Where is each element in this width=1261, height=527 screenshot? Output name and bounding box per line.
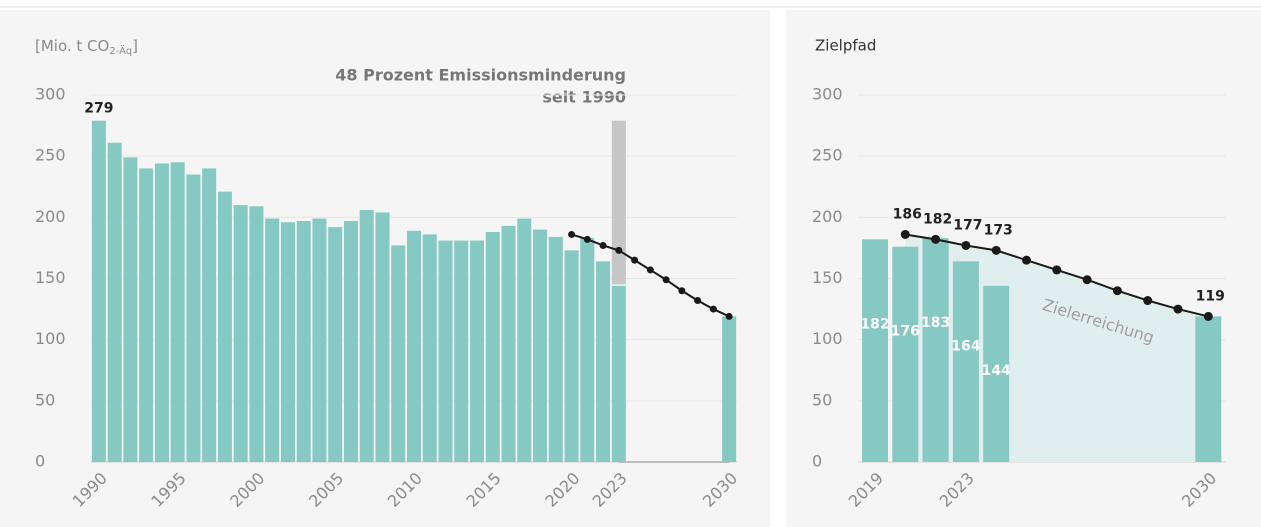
target-point: [961, 240, 971, 250]
unit-prefix: [Mio. t CO: [35, 37, 109, 55]
bar: [454, 240, 469, 462]
bar: [391, 245, 406, 462]
bar: [611, 285, 626, 462]
bar: [983, 285, 1010, 462]
y-tick-label: 150: [35, 268, 66, 287]
bar: [217, 191, 232, 463]
y-tick-label: 250: [35, 146, 66, 165]
bar-label: 279: [84, 101, 113, 117]
bar: [249, 206, 264, 462]
y-tick-label: 50: [35, 390, 55, 409]
bar: [343, 221, 358, 462]
target-point: [1052, 265, 1062, 275]
y-tick-label: 50: [812, 390, 832, 409]
bar: [202, 168, 217, 462]
y-tick-label: 300: [35, 85, 66, 104]
target-point: [1112, 286, 1122, 296]
target-point: [662, 276, 670, 284]
target-point: [725, 312, 733, 320]
bar: [1195, 316, 1222, 462]
point-label: 173: [984, 222, 1013, 238]
annotation: seit 1990: [542, 88, 626, 107]
bar: [533, 229, 548, 462]
bar: [501, 225, 516, 462]
unit-sub: 2-Äq: [109, 44, 132, 57]
bar: [422, 234, 437, 462]
target-point: [568, 230, 576, 238]
bar: [139, 168, 154, 462]
bar-label: 176: [891, 324, 920, 340]
target-point: [1022, 255, 1031, 265]
reduction-bar: [611, 120, 626, 285]
bar-label: 144: [982, 363, 1011, 379]
target-point: [615, 246, 623, 254]
bar: [375, 212, 390, 462]
unit-label: [Mio. t CO2-Äq]: [35, 37, 138, 58]
bar: [407, 230, 421, 462]
target-point: [1082, 275, 1092, 285]
bar-label: 164: [951, 338, 980, 354]
target-point: [631, 256, 639, 264]
y-tick-label: 300: [812, 85, 843, 104]
bar: [296, 221, 311, 462]
y-tick-label: 100: [812, 329, 843, 348]
bar: [123, 157, 138, 462]
point-label: 177: [953, 217, 982, 233]
bar: [438, 240, 453, 462]
bar: [517, 218, 532, 462]
bar: [564, 250, 579, 462]
bar: [359, 209, 374, 462]
bar: [470, 240, 485, 462]
bar: [485, 232, 500, 462]
target-area: [905, 234, 1209, 462]
unit-suffix: ]: [132, 37, 138, 55]
bar-label: 183: [921, 315, 950, 331]
bar: [154, 163, 169, 463]
target-point: [709, 305, 717, 313]
bar: [596, 261, 611, 462]
y-tick-label: 100: [35, 329, 66, 348]
point-label: 186: [893, 206, 922, 222]
target-point: [1143, 296, 1153, 306]
bar: [107, 142, 122, 462]
target-point: [583, 235, 591, 243]
y-tick-label: 200: [35, 207, 66, 226]
point-label: 182: [923, 211, 952, 227]
y-tick-label: 0: [35, 452, 45, 471]
bar: [580, 238, 595, 462]
bar: [233, 205, 248, 462]
chart-title: Zielpfad: [815, 37, 876, 55]
point-label: 119: [1196, 288, 1225, 304]
bar: [312, 218, 327, 462]
bar: [862, 239, 888, 462]
bar: [91, 120, 106, 462]
target-point: [991, 245, 1001, 255]
target-point: [1173, 304, 1183, 314]
bar: [328, 227, 343, 462]
bar: [722, 316, 737, 462]
target-point: [599, 241, 607, 249]
bar: [265, 218, 280, 462]
bar-label: 182: [860, 316, 889, 332]
target-point: [694, 297, 702, 305]
bar: [548, 236, 563, 462]
target-point: [900, 229, 910, 239]
bar: [922, 238, 949, 462]
target-point: [1203, 311, 1213, 321]
annotation: 48 Prozent Emissionsminderung: [335, 66, 626, 85]
bar: [170, 162, 185, 463]
bar: [280, 222, 295, 462]
bar: [186, 174, 201, 462]
y-tick-label: 200: [812, 207, 843, 226]
target-point: [646, 266, 654, 274]
y-tick-label: 250: [812, 146, 843, 165]
y-tick-label: 150: [812, 268, 843, 287]
bar: [892, 246, 919, 462]
bar: [952, 261, 979, 462]
target-point: [678, 287, 686, 295]
y-tick-label: 0: [812, 452, 822, 471]
target-point: [931, 234, 941, 244]
